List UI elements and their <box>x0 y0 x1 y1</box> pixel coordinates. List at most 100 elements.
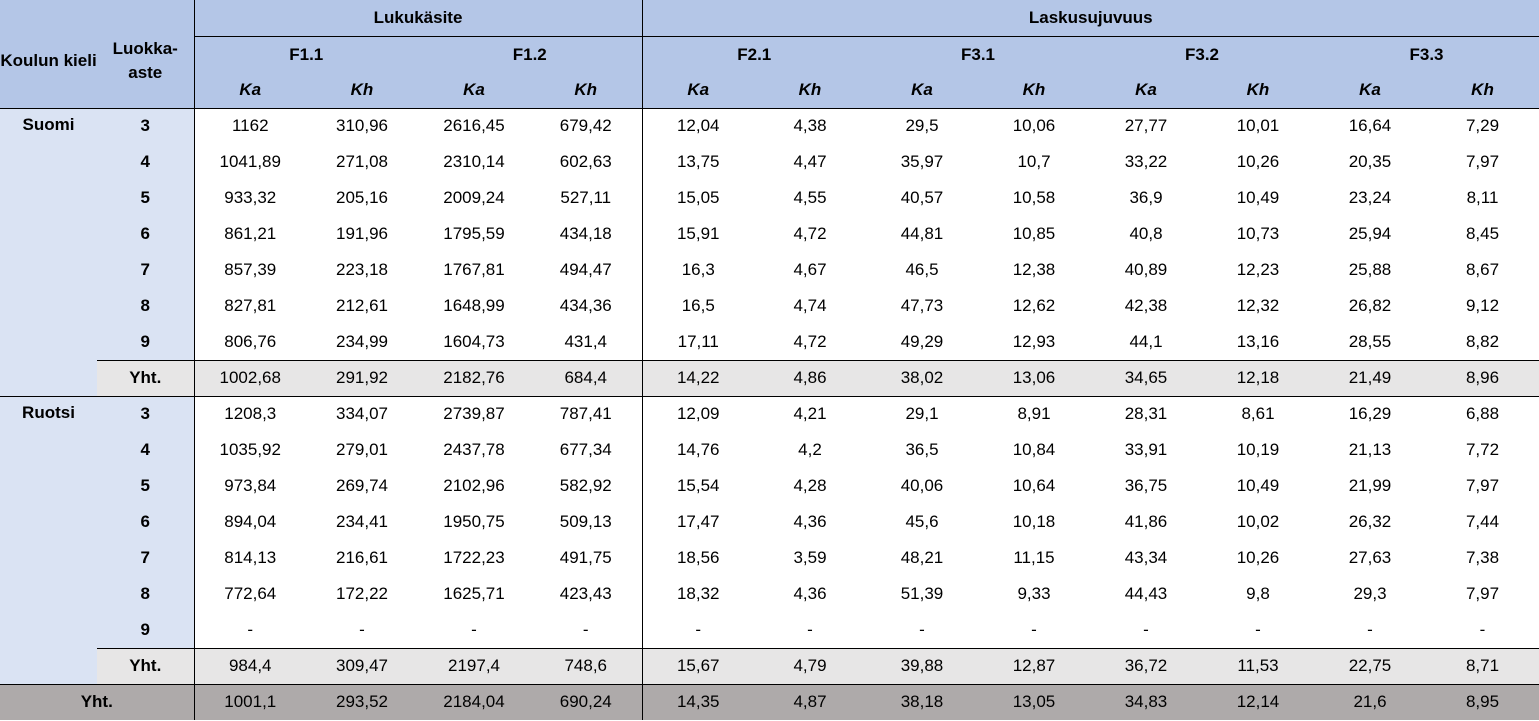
value-cell: 1604,73 <box>443 331 505 351</box>
value-cell: 38,18 <box>866 683 978 720</box>
value-cell: 12,18 <box>1202 359 1314 396</box>
value-cell: 205,16 <box>336 188 388 207</box>
subtotal-row: Yht. 984,4 309,47 2197,4 748,6 15,67 4,79 39,88… <box>0 647 1539 684</box>
grade-cell: 6 <box>97 504 194 540</box>
value-cell: 4,67 <box>793 260 827 279</box>
value-cell: 18,32 <box>641 576 754 612</box>
value-cell: 212,61 <box>336 296 388 315</box>
value-cell: 690,24 <box>530 683 642 720</box>
value-cell: 16,5 <box>641 288 754 324</box>
value-cell: 2197,4 <box>418 647 530 684</box>
header-measure: F1.2 <box>418 36 642 73</box>
value-cell: - <box>1479 619 1486 639</box>
table-row: 9 806,76 234,99 1604,73 431,4 17,11 4,72 49,29 1… <box>0 324 1539 360</box>
subtotal-label: Yht. <box>97 647 194 684</box>
value-cell: 12,93 <box>1012 331 1056 351</box>
value-cell: 2437,78 <box>443 440 505 459</box>
value-cell: 36,72 <box>1090 647 1202 684</box>
value-cell: 1950,75 <box>443 512 505 531</box>
table-row: Ruotsi 3 1208,3 334,07 2739,87 787,41 12,09 4,2… <box>0 395 1539 684</box>
header-school-language: Koulun kieli <box>0 0 97 108</box>
grade-cell: 7 <box>97 252 194 288</box>
grade-cell: 5 <box>97 180 194 216</box>
value-cell: - <box>1367 619 1373 639</box>
value-cell: 7,29 <box>1426 107 1539 144</box>
value-cell: 271,08 <box>336 152 388 171</box>
header-stat-mean: Ka <box>1090 73 1202 108</box>
header-stat-mean: Ka <box>1314 73 1426 108</box>
header-grade-level: Luokka-aste <box>97 0 194 108</box>
value-cell: 4,38 <box>754 107 866 144</box>
value-cell: 7,44 <box>1465 512 1500 531</box>
value-cell: 13,75 <box>641 144 754 180</box>
value-cell: 33,22 <box>1124 152 1168 171</box>
value-cell: 310,96 <box>306 107 418 144</box>
value-cell: 16,3 <box>641 252 754 288</box>
value-cell: 8,82 <box>1465 331 1500 351</box>
value-cell: 806,76 <box>193 324 306 360</box>
value-cell: 1208,3 <box>193 395 306 432</box>
value-cell: 2310,14 <box>443 152 505 171</box>
value-cell: 11,53 <box>1202 647 1314 684</box>
value-cell: 16,64 <box>1314 107 1426 144</box>
value-cell: 13,05 <box>978 683 1090 720</box>
header-measure: F3.1 <box>866 36 1090 73</box>
grade-cell: 8 <box>97 288 194 324</box>
value-cell: 291,92 <box>306 359 418 396</box>
value-cell: 22,75 <box>1314 647 1426 684</box>
value-cell: 814,13 <box>193 540 306 576</box>
value-cell: 10,26 <box>1236 152 1280 171</box>
value-cell: 602,63 <box>559 152 612 171</box>
value-cell: 10,02 <box>1236 512 1280 531</box>
value-cell: 15,67 <box>641 647 754 684</box>
value-cell: 3,59 <box>793 548 827 567</box>
value-cell: 234,41 <box>336 512 388 531</box>
table-row: 8 772,64 172,22 1625,71 423,43 18,32 4,36 51,39… <box>0 576 1539 612</box>
header-stat-sd: Kh <box>530 73 642 108</box>
value-cell: 9,12 <box>1465 296 1500 315</box>
value-cell: 4,86 <box>754 359 866 396</box>
table-header: Koulun kieli Luokka-aste Lukukäsite Lask… <box>0 0 1539 108</box>
header-group-lukukasite: Lukukäsite <box>193 0 642 37</box>
header-stat-sd: Kh <box>306 73 418 108</box>
value-cell: 2182,76 <box>418 359 530 396</box>
value-cell: 8,95 <box>1426 683 1539 720</box>
value-cell: 40,57 <box>900 188 944 207</box>
value-cell: 191,96 <box>336 224 388 243</box>
value-cell: 431,4 <box>564 331 608 351</box>
value-cell: 423,43 <box>559 584 612 603</box>
value-cell: 4,36 <box>793 512 827 531</box>
value-cell: 44,43 <box>1124 584 1168 603</box>
value-cell: 16,29 <box>1314 395 1426 432</box>
value-cell: 13,16 <box>1236 331 1280 351</box>
value-cell: 12,38 <box>1012 260 1056 279</box>
value-cell: 1162 <box>193 107 306 144</box>
value-cell: 45,6 <box>905 512 939 531</box>
value-cell: 10,58 <box>1012 188 1056 207</box>
value-cell: 7,72 <box>1465 440 1500 459</box>
header-measure: F3.2 <box>1090 36 1314 73</box>
header-measure: F1.1 <box>193 36 418 73</box>
value-cell: 2616,45 <box>418 107 530 144</box>
value-cell: 29,1 <box>866 395 978 432</box>
value-cell: 6,88 <box>1426 395 1539 432</box>
value-cell: 527,11 <box>560 188 612 207</box>
value-cell: 12,09 <box>641 395 754 432</box>
value-cell: 684,4 <box>530 359 642 396</box>
value-cell: 2184,04 <box>418 683 530 720</box>
value-cell: - <box>193 612 306 648</box>
value-cell: 17,47 <box>641 504 754 540</box>
header-stat-mean: Ka <box>641 73 754 108</box>
value-cell: 1001,1 <box>193 683 306 720</box>
value-cell: 47,73 <box>900 296 944 315</box>
value-cell: 12,62 <box>1012 296 1056 315</box>
value-cell: 309,47 <box>306 647 418 684</box>
value-cell: 10,49 <box>1236 476 1280 495</box>
value-cell: 38,02 <box>866 359 978 396</box>
value-cell: 748,6 <box>530 647 642 684</box>
value-cell: 7,97 <box>1465 476 1500 495</box>
value-cell: 10,19 <box>1236 440 1280 459</box>
value-cell: 23,24 <box>1348 188 1392 207</box>
table-row: 4 1035,92 279,01 2437,78 677,34 14,76 4,2 36,5 1… <box>0 432 1539 468</box>
